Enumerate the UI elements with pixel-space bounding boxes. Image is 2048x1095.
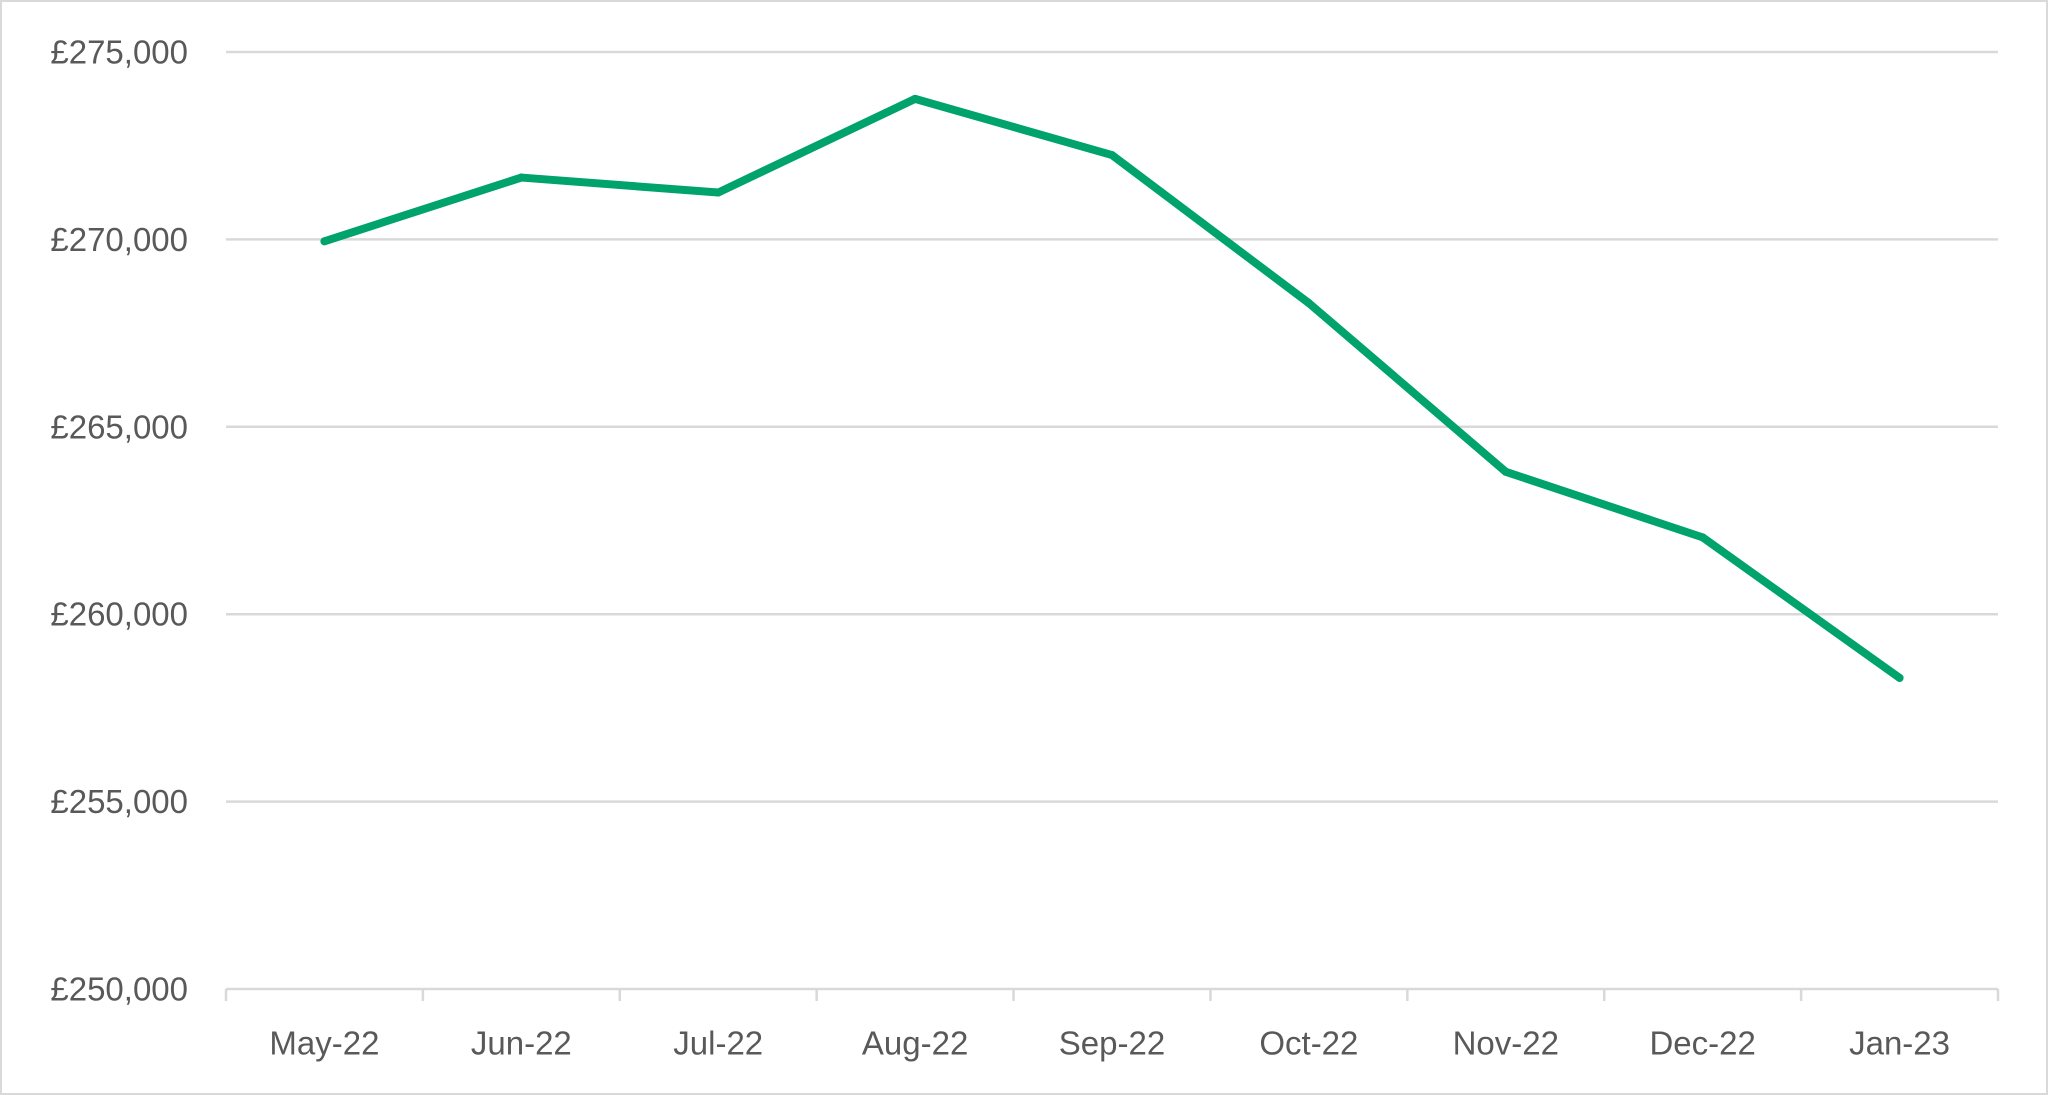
y-tick-label: £275,000 xyxy=(50,34,188,71)
x-axis-tick-labels: May-22 Jun-22 Jul-22 Aug-22 Sep-22 Oct-22 Nov-… xyxy=(269,1025,1950,1062)
y-tick-label: £260,000 xyxy=(50,596,188,633)
x-tick-label: Sep-22 xyxy=(1059,1025,1165,1062)
data-point xyxy=(1304,299,1313,308)
series-layer xyxy=(320,94,1904,682)
gridlines xyxy=(226,50,1998,803)
x-tick-label: May-22 xyxy=(269,1025,379,1062)
x-axis xyxy=(224,987,2000,1001)
x-tick-label: Jul-22 xyxy=(673,1025,763,1062)
y-tick-label: £250,000 xyxy=(50,971,188,1008)
data-point xyxy=(714,188,723,197)
x-tick-label: Oct-22 xyxy=(1259,1025,1358,1062)
y-tick-label: £255,000 xyxy=(50,783,188,820)
y-tick-label: £265,000 xyxy=(50,408,188,445)
x-tick-label: Dec-22 xyxy=(1649,1025,1755,1062)
x-tick-label: Jun-22 xyxy=(471,1025,572,1062)
y-axis-tick-labels: £250,000 £255,000 £260,000 £265,000 £270,000… xyxy=(50,34,188,1008)
series-line xyxy=(320,94,1904,682)
data-point xyxy=(911,94,920,103)
data-point xyxy=(1501,467,1510,476)
x-tick-label: Jan-23 xyxy=(1849,1025,1950,1062)
data-point xyxy=(320,237,329,246)
x-tick-label: Nov-22 xyxy=(1453,1025,1559,1062)
data-point xyxy=(1895,673,1904,682)
data-point xyxy=(1108,151,1116,160)
x-tick-label: Aug-22 xyxy=(862,1025,968,1062)
data-point xyxy=(1698,533,1707,542)
data-point xyxy=(517,173,526,182)
y-tick-label: £270,000 xyxy=(50,221,188,258)
